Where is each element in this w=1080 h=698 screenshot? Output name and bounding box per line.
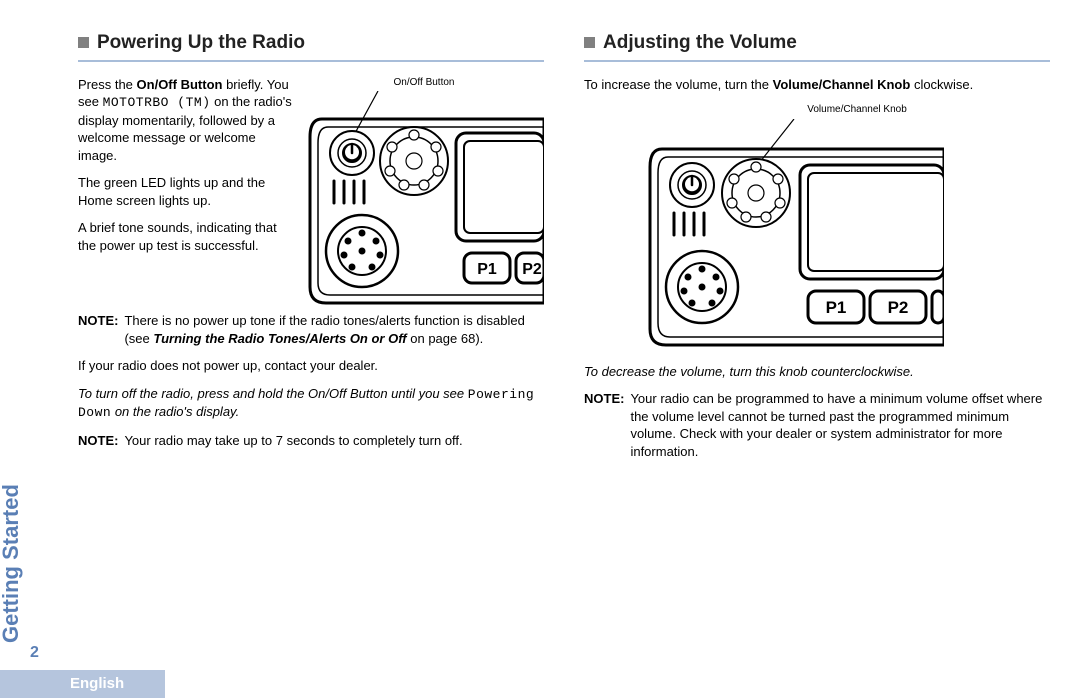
section-header: Powering Up the Radio: [78, 30, 544, 56]
note-label: NOTE:: [78, 432, 118, 450]
text: Press the: [78, 77, 137, 92]
paragraph: If your radio does not power up, contact…: [78, 357, 544, 375]
language-footer: English: [0, 670, 165, 698]
text: on page 68).: [407, 331, 484, 346]
page-number: 2: [30, 644, 39, 662]
text-bold: Volume/Channel Knob: [773, 77, 911, 92]
left-column: Powering Up the Radio On/Off Button: [78, 30, 544, 658]
text: To increase the volume, turn the: [584, 77, 773, 92]
text: on the radio's display.: [111, 404, 239, 419]
p1-button-label: P1: [826, 298, 847, 317]
note-body: There is no power up tone if the radio t…: [124, 312, 544, 347]
p2-button-label: P2: [888, 298, 909, 317]
paragraph: To increase the volume, turn the Volume/…: [584, 76, 1050, 94]
note-body: Your radio may take up to 7 seconds to c…: [124, 432, 544, 450]
note: NOTE: Your radio may take up to 7 second…: [78, 432, 544, 450]
note: NOTE: There is no power up tone if the r…: [78, 312, 544, 347]
radio-illustration-right: Volume/Channel Knob: [644, 103, 1050, 349]
radio-svg: P1 P2: [304, 91, 544, 306]
radio-illustration-left: On/Off Button: [304, 76, 544, 307]
page: Getting Started 2 Powering Up the Radio …: [0, 0, 1080, 698]
radio-svg: P1 P2: [644, 119, 944, 349]
text-bold: On/Off Button: [137, 77, 223, 92]
section-header: Adjusting the Volume: [584, 30, 1050, 56]
divider: [584, 60, 1050, 62]
divider: [78, 60, 544, 62]
note-label: NOTE:: [78, 312, 118, 347]
p2-button-label: P2: [522, 261, 542, 278]
illustration-label: Volume/Channel Knob: [664, 103, 1050, 117]
note-body: Your radio can be programmed to have a m…: [630, 390, 1050, 460]
text: clockwise.: [910, 77, 973, 92]
side-column: Getting Started 2: [0, 0, 70, 698]
paragraph-italic: To turn off the radio, press and hold th…: [78, 385, 544, 422]
paragraph-italic: To decrease the volume, turn this knob c…: [584, 363, 1050, 381]
square-bullet-icon: [78, 37, 89, 48]
note-label: NOTE:: [584, 390, 624, 460]
text-mono: MOTOTRBO (TM): [103, 95, 211, 110]
square-bullet-icon: [584, 37, 595, 48]
p1-button-label: P1: [477, 261, 497, 278]
text-bolditalic: Turning the Radio Tones/Alerts On or Off: [153, 331, 406, 346]
section-title: Powering Up the Radio: [97, 30, 305, 56]
text: To turn off the radio, press and hold th…: [78, 386, 468, 401]
note: NOTE: Your radio can be programmed to ha…: [584, 390, 1050, 460]
content-columns: Powering Up the Radio On/Off Button: [70, 0, 1080, 698]
section-name-vertical: Getting Started: [0, 484, 24, 643]
illustration-label: On/Off Button: [304, 76, 544, 90]
right-column: Adjusting the Volume To increase the vol…: [584, 30, 1050, 658]
section-title: Adjusting the Volume: [603, 30, 797, 56]
